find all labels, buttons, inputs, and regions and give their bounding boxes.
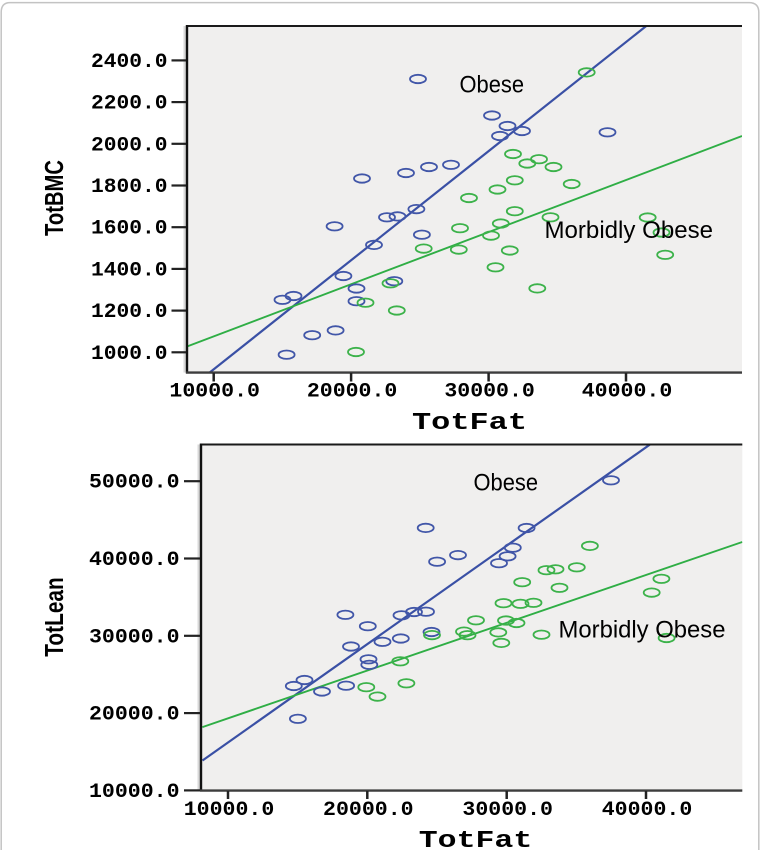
svg-text:30000.0: 30000.0 <box>444 381 535 404</box>
svg-text:30000.0: 30000.0 <box>462 799 553 822</box>
svg-text:TotFat: TotFat <box>412 410 527 437</box>
svg-text:20000.0: 20000.0 <box>307 381 398 404</box>
svg-text:2000.0: 2000.0 <box>91 134 168 157</box>
svg-text:40000.0: 40000.0 <box>582 381 673 404</box>
svg-text:40000.0: 40000.0 <box>89 549 180 572</box>
svg-text:10000.0: 10000.0 <box>169 381 260 404</box>
svg-text:20000.0: 20000.0 <box>89 704 180 727</box>
svg-text:Morbidly Obese: Morbidly Obese <box>559 617 726 644</box>
svg-text:2200.0: 2200.0 <box>91 93 168 116</box>
svg-text:TotFat: TotFat <box>419 828 533 850</box>
svg-text:2400.0: 2400.0 <box>91 51 168 74</box>
svg-text:1600.0: 1600.0 <box>91 218 168 241</box>
svg-text:1800.0: 1800.0 <box>91 176 168 199</box>
svg-text:TotLean: TotLean <box>39 577 69 657</box>
svg-text:40000.0: 40000.0 <box>602 799 693 822</box>
svg-text:Obese: Obese <box>460 72 525 99</box>
svg-text:1400.0: 1400.0 <box>91 259 168 282</box>
svg-text:20000.0: 20000.0 <box>323 799 414 822</box>
svg-text:1200.0: 1200.0 <box>91 301 168 324</box>
svg-text:10000.0: 10000.0 <box>89 781 180 804</box>
svg-text:50000.0: 50000.0 <box>89 472 180 495</box>
svg-text:30000.0: 30000.0 <box>89 626 180 649</box>
svg-text:1000.0: 1000.0 <box>91 343 168 366</box>
svg-text:Obese: Obese <box>474 470 539 497</box>
svg-text:Morbidly Obese: Morbidly Obese <box>545 217 714 244</box>
svg-text:TotBMC: TotBMC <box>39 160 69 236</box>
svg-text:10000.0: 10000.0 <box>184 799 275 822</box>
